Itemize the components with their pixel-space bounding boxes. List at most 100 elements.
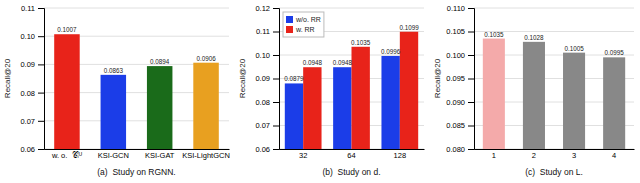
bar bbox=[563, 53, 585, 149]
y-tick: 0.11 bbox=[256, 27, 279, 36]
y-tick: 0.09 bbox=[20, 60, 44, 69]
y-axis-title: Recall@20 bbox=[238, 58, 247, 98]
tick-mark bbox=[273, 102, 279, 103]
tick-label: KSI-GCN bbox=[98, 151, 129, 160]
axis-domain bbox=[468, 9, 475, 150]
data-labels: 0.08790.09480.09960.09480.10350.1099 bbox=[284, 24, 419, 83]
bar bbox=[101, 75, 127, 149]
bar bbox=[483, 39, 505, 149]
tick-label: 3 bbox=[572, 151, 576, 160]
tick-label: 0.11 bbox=[21, 4, 35, 13]
tick-mark bbox=[468, 32, 474, 33]
tick-label: KSI-LightGCN bbox=[182, 151, 230, 160]
y-tick: 0.07 bbox=[20, 117, 44, 126]
legend-item: w. RR bbox=[286, 26, 315, 33]
tick-mark bbox=[38, 121, 44, 122]
y-axis: 0.0800.0850.0900.0950.1000.1050.110 bbox=[446, 4, 474, 154]
data-label: 0.0995 bbox=[605, 49, 625, 56]
tick-label: 128 bbox=[394, 151, 407, 160]
tick-label: 0.100 bbox=[446, 51, 465, 60]
tick-mark bbox=[38, 93, 44, 94]
x-tick: KSI-LightGCN bbox=[182, 151, 230, 160]
tick-label: 0.090 bbox=[446, 98, 465, 107]
tick-mark bbox=[273, 8, 279, 9]
x-tick: w. o. 𝒞ᵢᵁ bbox=[51, 151, 83, 160]
tick-label: 4 bbox=[612, 151, 616, 160]
panel: 0.10070.08630.08940.09060.060.070.080.09… bbox=[3, 4, 230, 177]
data-label: 0.1005 bbox=[564, 45, 584, 52]
data-label: 0.0879 bbox=[284, 75, 304, 82]
data-label: 0.1099 bbox=[399, 24, 419, 31]
y-tick: 0.11 bbox=[21, 4, 44, 13]
panel: 0.10350.10280.10050.09950.0800.0850.0900… bbox=[433, 4, 635, 177]
bar bbox=[603, 57, 625, 149]
tick-mark bbox=[273, 55, 279, 56]
y-tick: 0.12 bbox=[255, 4, 279, 13]
data-labels: 0.10350.10280.10050.0995 bbox=[484, 31, 624, 57]
grid-line bbox=[474, 8, 634, 9]
bars bbox=[54, 34, 219, 149]
title: (b) Study on d. bbox=[322, 167, 380, 177]
data-label: 0.0948 bbox=[303, 59, 323, 66]
x-tick: 4 bbox=[612, 151, 616, 160]
data-label: 0.0996 bbox=[381, 48, 401, 55]
y-tick: 0.105 bbox=[446, 27, 474, 36]
tick-mark bbox=[273, 79, 279, 80]
bar bbox=[381, 56, 399, 149]
tick-label: 0.06 bbox=[255, 145, 270, 154]
bar bbox=[193, 63, 219, 149]
tick-label: 2 bbox=[532, 151, 536, 160]
tick-mark bbox=[468, 8, 474, 9]
tick-mark bbox=[468, 79, 474, 80]
x-tick: 64 bbox=[347, 151, 355, 160]
x-tick: 2 bbox=[532, 151, 536, 160]
y-tick: 0.080 bbox=[446, 145, 474, 154]
tick-label: 0.07 bbox=[20, 117, 35, 126]
legend-frame bbox=[283, 12, 324, 37]
tick-mark bbox=[38, 64, 44, 65]
tick-mark bbox=[273, 149, 279, 150]
bar bbox=[400, 32, 418, 149]
axis-domain bbox=[475, 149, 635, 150]
y-tick: 0.100 bbox=[446, 51, 474, 60]
tick-label: 0.09 bbox=[255, 74, 270, 83]
tick-mark bbox=[38, 149, 44, 150]
data-label: 0.0894 bbox=[150, 58, 170, 65]
tick-mark bbox=[273, 32, 279, 33]
data-label: 0.0906 bbox=[196, 55, 216, 62]
title: (a) Study on RGNN. bbox=[97, 167, 175, 177]
x-tick: KSI-GAT bbox=[145, 151, 175, 160]
bar bbox=[54, 34, 80, 149]
tick-mark bbox=[38, 8, 44, 9]
y-tick: 0.090 bbox=[446, 98, 474, 107]
data-labels: 0.10070.08630.08940.0906 bbox=[57, 26, 216, 74]
y-tick: 0.09 bbox=[255, 74, 279, 83]
data-label: 0.1035 bbox=[351, 39, 371, 46]
title: (c) Study on L. bbox=[525, 167, 583, 177]
tick-label: 0.085 bbox=[446, 121, 465, 130]
tick-mark bbox=[468, 149, 474, 150]
y-tick: 0.06 bbox=[20, 145, 44, 154]
panel: 0.08790.09480.09960.09480.10350.10990.06… bbox=[238, 4, 425, 177]
tick-label: 0.095 bbox=[446, 74, 465, 83]
tick-label: 1 bbox=[492, 151, 496, 160]
y-tick: 0.07 bbox=[255, 121, 279, 130]
tick-label: 0.10 bbox=[20, 32, 35, 41]
y-tick: 0.10 bbox=[20, 32, 44, 41]
y-axis-title: Recall@20 bbox=[3, 58, 12, 98]
y-tick: 0.08 bbox=[255, 98, 279, 107]
legend: w/o. RRw. RR bbox=[283, 12, 324, 37]
grid bbox=[44, 8, 229, 149]
tick-label: 0.06 bbox=[20, 145, 35, 154]
tick-label: 0.12 bbox=[255, 4, 270, 13]
bar bbox=[147, 66, 173, 149]
tick-label: 0.080 bbox=[446, 145, 465, 154]
y-axis: 0.060.070.080.090.100.11 bbox=[20, 4, 44, 154]
legend-swatch bbox=[286, 26, 293, 33]
axis-domain bbox=[38, 9, 45, 150]
grid-line bbox=[279, 8, 424, 9]
grid bbox=[279, 8, 424, 149]
x-tick: 32 bbox=[299, 151, 307, 160]
tick-label: w. o. 𝒞ᵢᵁ bbox=[51, 151, 83, 160]
x-axis: 1 2 3 4 bbox=[475, 150, 635, 161]
